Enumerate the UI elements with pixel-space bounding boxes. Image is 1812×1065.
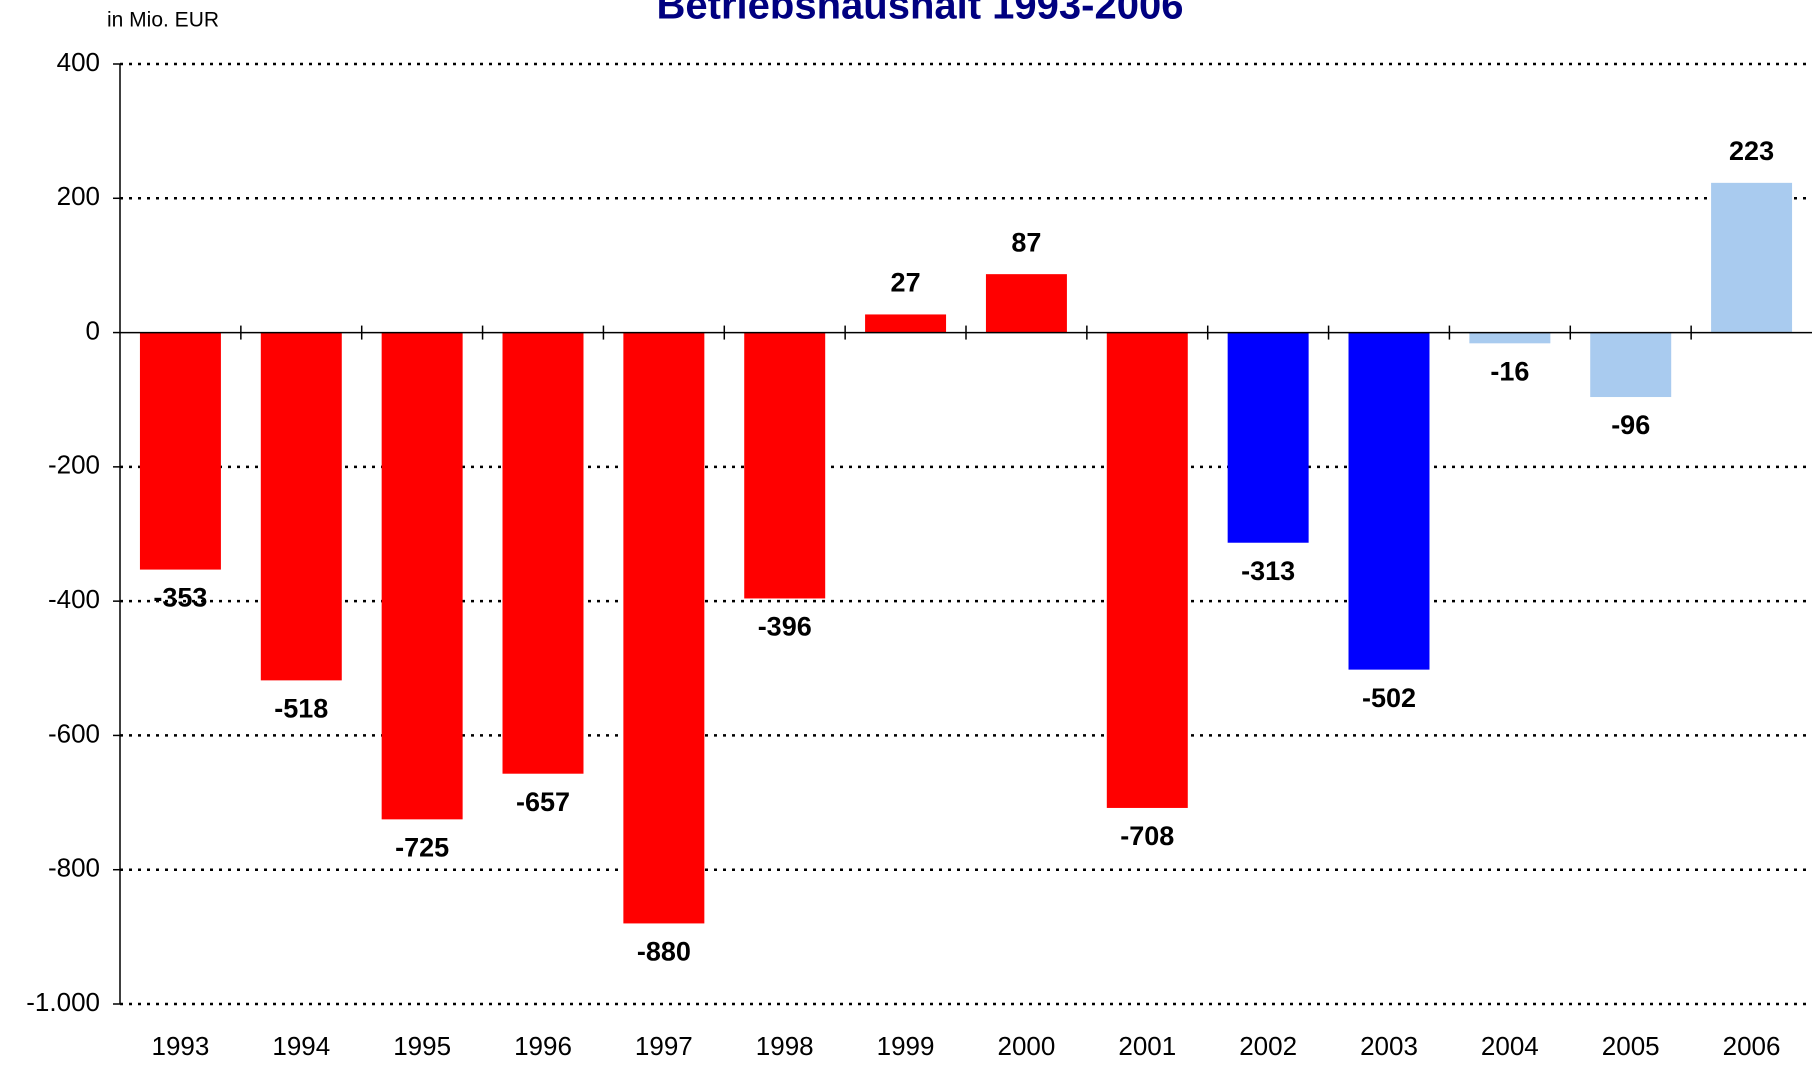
- x-tick-label: 1994: [272, 1031, 330, 1061]
- unit-label: in Mio. EUR: [107, 9, 219, 32]
- x-tick-label: 1993: [152, 1031, 210, 1061]
- bar: [1227, 332, 1309, 543]
- x-tick-label: 1995: [393, 1031, 451, 1061]
- value-label: -708: [1120, 821, 1174, 851]
- value-label: -880: [637, 937, 691, 967]
- bar: [623, 332, 705, 924]
- value-label: -725: [395, 832, 449, 862]
- bar: [260, 332, 342, 681]
- bar: [1590, 332, 1672, 398]
- x-tick-label: 1998: [756, 1031, 814, 1061]
- bar: [1469, 332, 1551, 344]
- value-label: -396: [758, 612, 812, 642]
- value-label: -518: [274, 693, 328, 723]
- bar: [1106, 332, 1188, 808]
- bar: [381, 332, 463, 820]
- value-label: -502: [1362, 683, 1416, 713]
- y-tick-label: -800: [48, 853, 100, 883]
- value-label: -96: [1611, 410, 1650, 440]
- bar: [139, 332, 221, 570]
- x-tick-label: 2005: [1602, 1031, 1660, 1061]
- bar: [865, 314, 947, 333]
- x-tick-label: 2002: [1239, 1031, 1297, 1061]
- y-tick-label: -200: [48, 450, 100, 480]
- value-label: -657: [516, 787, 570, 817]
- value-label: -313: [1241, 556, 1295, 586]
- x-tick-label: 2006: [1723, 1031, 1781, 1061]
- x-tick-label: 1996: [514, 1031, 572, 1061]
- y-tick-label: 200: [57, 181, 100, 211]
- x-tick-label: 2001: [1118, 1031, 1176, 1061]
- value-label: -353: [153, 583, 207, 613]
- y-tick-label: -600: [48, 718, 100, 748]
- bar: [985, 274, 1067, 333]
- bar: [744, 332, 826, 599]
- x-tick-label: 2000: [998, 1031, 1056, 1061]
- y-tick-label: -1.000: [26, 987, 100, 1017]
- y-tick-label: -400: [48, 584, 100, 614]
- x-tick-label: 2003: [1360, 1031, 1418, 1061]
- bar: [1348, 332, 1430, 670]
- value-label: 223: [1729, 136, 1774, 166]
- value-label: 87: [1011, 227, 1041, 257]
- y-tick-label: 400: [57, 47, 100, 77]
- y-tick-label: 0: [86, 315, 100, 345]
- bar: [1711, 182, 1793, 333]
- x-tick-label: 2004: [1481, 1031, 1539, 1061]
- x-tick-label: 1997: [635, 1031, 693, 1061]
- x-tick-label: 1999: [877, 1031, 935, 1061]
- value-label: 27: [891, 268, 921, 298]
- chart-title: Betriebshaushalt 1993-2006: [657, 0, 1184, 28]
- value-label: -16: [1490, 356, 1529, 386]
- bar: [502, 332, 584, 774]
